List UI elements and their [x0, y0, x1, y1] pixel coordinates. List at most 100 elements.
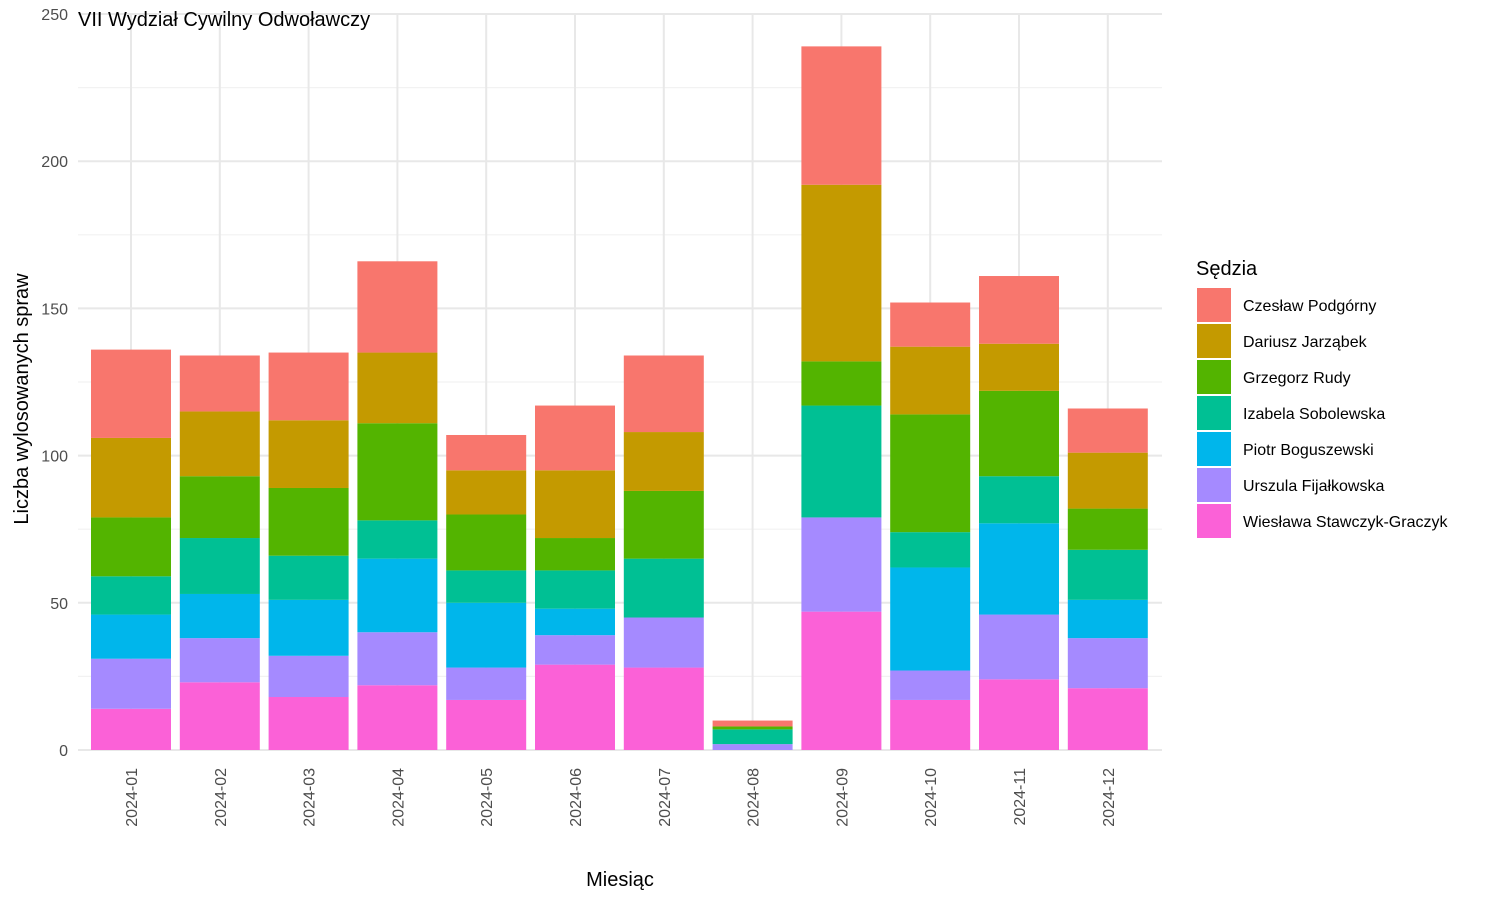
bar-segment [91, 437, 171, 518]
bar-segment [623, 490, 704, 559]
bar-segment [446, 602, 527, 668]
bar-segment [1067, 599, 1148, 639]
bar-segment [446, 514, 527, 571]
bar-segment [979, 523, 1059, 615]
bar-segment [623, 617, 704, 668]
legend-key [1197, 468, 1231, 502]
y-tick-label: 100 [41, 449, 68, 466]
bar-segment [535, 664, 615, 750]
bar-segment [268, 487, 349, 556]
bar-segment [890, 532, 971, 568]
bar-segment [179, 476, 260, 539]
bar-segment [357, 352, 438, 424]
bar-segment [801, 517, 882, 612]
bar-segment [712, 729, 793, 745]
bar-segment [91, 658, 171, 709]
x-tick-label: 2024-04 [390, 768, 407, 827]
bar-segment [357, 558, 438, 633]
bar-segment [979, 614, 1059, 680]
bar-segment [91, 614, 171, 659]
bar-segment [268, 420, 349, 488]
y-tick-label: 0 [59, 743, 68, 760]
bar-segment [535, 405, 615, 471]
x-tick-label: 2024-11 [1012, 768, 1029, 826]
bar-segment [179, 411, 260, 477]
bar-segment [179, 355, 260, 412]
bar-segment [179, 538, 260, 594]
x-tick-label: 2024-06 [568, 768, 585, 827]
bar-segment [801, 46, 882, 185]
y-axis-ticks: 0 50 100 150 200 250 [41, 7, 68, 760]
bar-segment [357, 261, 438, 353]
bar-segment [446, 434, 527, 471]
legend-label: Piotr Boguszewski [1243, 442, 1374, 459]
bars [91, 46, 1148, 750]
bar-segment [179, 638, 260, 683]
legend: Sędzia Czesław Podgórny Dariusz Jarząbek G… [1196, 258, 1448, 538]
legend-key [1197, 324, 1231, 358]
x-axis-title: Miesiąc [586, 869, 654, 891]
legend-key [1197, 396, 1231, 430]
bar-segment [1067, 688, 1148, 750]
bar-segment [890, 302, 971, 347]
x-tick-label: 2024-09 [834, 768, 851, 827]
x-tick-label: 2024-07 [657, 768, 674, 827]
y-tick-label: 200 [41, 154, 68, 171]
x-tick-label: 2024-08 [746, 768, 763, 827]
legend-key [1197, 432, 1231, 466]
x-tick-label: 2024-10 [923, 768, 940, 827]
bar-segment [979, 343, 1059, 391]
bar-segment [979, 276, 1059, 344]
legend-label: Izabela Sobolewska [1243, 406, 1385, 423]
legend-label: Wiesława Stawczyk-Graczyk [1243, 514, 1448, 531]
bar-segment [890, 670, 971, 700]
legend-label: Urszula Fijałkowska [1243, 478, 1384, 495]
bar-segment [268, 599, 349, 656]
bar-segment [623, 355, 704, 433]
bar-segment [890, 346, 971, 415]
y-tick-label: 50 [50, 596, 68, 613]
bar-segment [979, 679, 1059, 750]
bar-segment [801, 361, 882, 406]
legend-key [1197, 504, 1231, 538]
bar-segment [801, 184, 882, 362]
bar-segment [179, 593, 260, 639]
x-axis-ticks: 2024-01 2024-02 2024-03 2024-04 2024-05 2024-… [124, 768, 1118, 827]
bar-segment [623, 558, 704, 618]
bar-segment [179, 682, 260, 750]
bar-segment [1067, 549, 1148, 600]
bar-segment [357, 685, 438, 750]
y-tick-label: 250 [41, 7, 68, 24]
bar-segment [535, 570, 615, 609]
y-axis-title: Liczba wylosowanych spraw [11, 273, 33, 525]
bar-segment [535, 538, 615, 571]
bar-segment [268, 555, 349, 600]
bar-segment [801, 405, 882, 518]
bar-segment [801, 611, 882, 750]
bar-segment [268, 352, 349, 421]
x-tick-label: 2024-05 [479, 768, 496, 827]
chart-title: VII Wydział Cywilny Odwoławczy [78, 9, 370, 31]
bar-segment [623, 667, 704, 750]
bar-segment [357, 520, 438, 559]
bar-segment [357, 632, 438, 686]
legend-label: Czesław Podgórny [1243, 298, 1376, 315]
legend-label: Dariusz Jarząbek [1243, 334, 1368, 351]
bar-segment [91, 517, 171, 577]
bar-segment [623, 432, 704, 491]
bar-segment [1067, 638, 1148, 689]
y-tick-label: 150 [41, 301, 68, 318]
x-tick-label: 2024-12 [1101, 768, 1118, 827]
bar-segment [446, 667, 527, 700]
bar-segment [357, 423, 438, 521]
bar-segment [446, 570, 527, 603]
bar-segment [91, 708, 171, 750]
bar-segment [446, 470, 527, 515]
legend-key [1197, 288, 1231, 322]
bar-segment [1067, 408, 1148, 453]
bar-segment [91, 576, 171, 615]
bar-segment [91, 349, 171, 438]
legend-label: Grzegorz Rudy [1243, 370, 1351, 387]
bar-segment [712, 720, 793, 727]
